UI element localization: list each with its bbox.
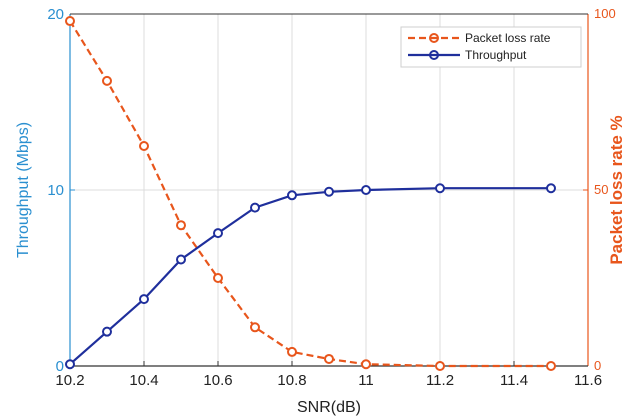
- y-right-tick-label: 50: [594, 182, 608, 197]
- data-point-packet-loss: [176, 220, 186, 231]
- y-left-tick-label: 20: [47, 6, 64, 23]
- data-point-packet-loss: [435, 361, 445, 371]
- legend-box: [400, 26, 582, 68]
- data-point-throughput: [102, 326, 112, 337]
- y-axis-left-label: Throughput (Mbps): [15, 122, 32, 258]
- y-right-tick-label: 0: [594, 358, 601, 373]
- data-point-throughput: [65, 359, 75, 370]
- legend-marker-packet-loss: [429, 33, 439, 43]
- data-point-packet-loss: [102, 75, 112, 86]
- data-point-packet-loss: [546, 361, 556, 371]
- legend-marker-throughput: [429, 50, 439, 60]
- series: [65, 16, 556, 371]
- x-tick-label: 10.6: [203, 372, 232, 389]
- x-tick-label: 11.6: [574, 372, 602, 389]
- y-axis-right-label: Packet loss rate %: [607, 115, 626, 264]
- legend-entry-throughput: Throughput: [408, 48, 527, 62]
- data-point-throughput: [213, 228, 223, 239]
- data-point-packet-loss: [287, 346, 297, 357]
- data-point-throughput: [546, 183, 556, 194]
- data-point-packet-loss: [213, 273, 223, 283]
- x-tick-label: 11: [358, 372, 374, 389]
- legend-entry-packet-loss: Packet loss rate: [408, 31, 551, 45]
- y-left-tick-label: 0: [56, 358, 64, 375]
- x-axis-label: SNR(dB): [297, 399, 361, 416]
- legend: Packet loss rate Throughput: [400, 26, 582, 68]
- data-point-throughput: [361, 185, 371, 195]
- data-point-packet-loss: [65, 16, 75, 27]
- x-tick-label: 10.2: [55, 372, 84, 389]
- data-point-throughput: [139, 294, 149, 305]
- legend-label-packet-loss: Packet loss rate: [465, 31, 551, 45]
- data-point-throughput: [287, 190, 297, 201]
- data-point-throughput: [435, 183, 445, 194]
- x-tick-label: 10.4: [129, 372, 158, 389]
- legend-label-throughput: Throughput: [465, 48, 527, 62]
- data-point-throughput: [176, 254, 186, 265]
- x-tick-label: 11.4: [500, 372, 528, 389]
- tick-labels: 10.2 10.4 10.6 10.8 11 11.2 11.4 11.60102005010…: [47, 6, 615, 389]
- data-point-packet-loss: [250, 322, 260, 333]
- data-point-packet-loss: [139, 141, 149, 151]
- y-right-tick-label: 100: [594, 6, 616, 21]
- data-point-packet-loss: [324, 353, 334, 364]
- data-point-packet-loss: [361, 359, 371, 370]
- data-point-throughput: [250, 202, 260, 213]
- x-tick-label: 10.8: [277, 372, 306, 389]
- y-left-tick-label: 10: [47, 182, 64, 199]
- data-point-throughput: [324, 186, 334, 197]
- x-tick-label: 11.2: [426, 372, 454, 389]
